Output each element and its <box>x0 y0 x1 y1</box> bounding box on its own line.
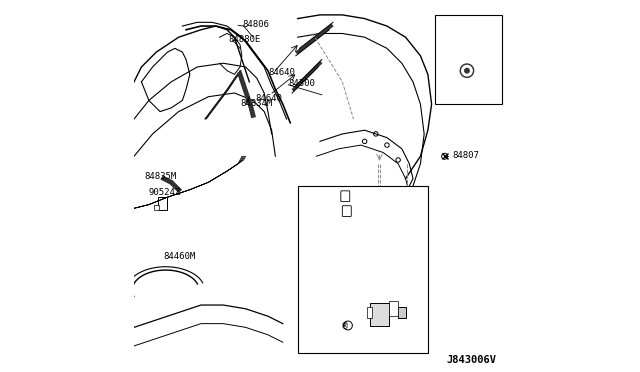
Circle shape <box>461 65 472 76</box>
Text: J843006V: J843006V <box>447 355 497 365</box>
Circle shape <box>460 64 474 77</box>
Text: 84300: 84300 <box>289 79 316 88</box>
Text: (4): (4) <box>332 328 343 337</box>
Text: 84806: 84806 <box>242 20 269 29</box>
Bar <box>298 186 428 353</box>
Text: 84514: 84514 <box>371 302 398 311</box>
Text: $\circledR$: $\circledR$ <box>340 320 349 331</box>
Text: 90524Z: 90524Z <box>148 188 180 197</box>
Text: 84430AA: 84430AA <box>441 27 479 36</box>
Bar <box>158 197 168 210</box>
Text: 08146-6122G: 08146-6122G <box>325 321 385 330</box>
Text: 84694N: 84694N <box>316 220 349 229</box>
Text: 84835M: 84835M <box>144 172 176 181</box>
Circle shape <box>465 68 469 73</box>
Bar <box>154 205 159 210</box>
Bar <box>389 301 398 316</box>
Text: 84807: 84807 <box>452 151 479 160</box>
Text: 84640: 84640 <box>255 94 282 103</box>
Bar <box>435 15 502 104</box>
Text: 84460M: 84460M <box>164 252 196 261</box>
Text: 84834M: 84834M <box>240 99 272 108</box>
Text: 84691M: 84691M <box>314 205 346 214</box>
Text: 84430: 84430 <box>400 302 427 311</box>
Text: 84880EA: 84880EA <box>356 235 394 244</box>
Text: 84880E: 84880E <box>229 35 261 44</box>
Bar <box>370 303 389 326</box>
FancyBboxPatch shape <box>341 191 349 202</box>
Bar <box>398 307 406 318</box>
Bar <box>367 307 372 318</box>
Text: 84640: 84640 <box>269 68 296 77</box>
FancyBboxPatch shape <box>342 206 351 217</box>
